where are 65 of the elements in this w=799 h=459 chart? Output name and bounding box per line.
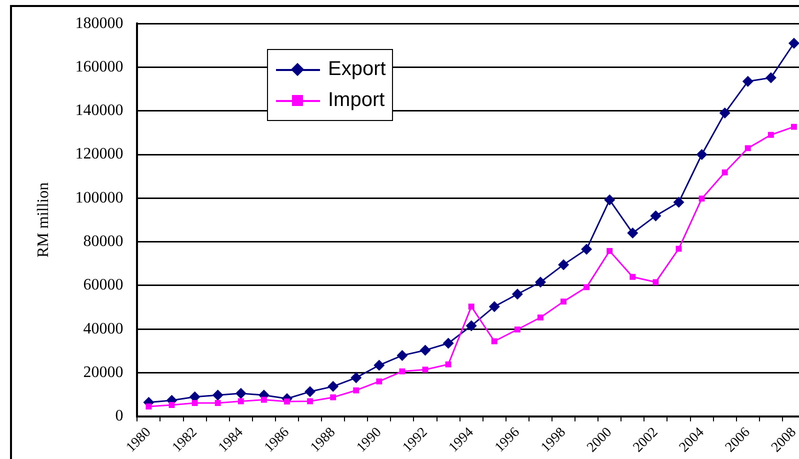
point <box>630 274 636 280</box>
point <box>374 360 385 371</box>
point <box>238 398 244 404</box>
point <box>742 76 754 87</box>
y-axis-title: RM million <box>34 182 52 258</box>
legend-label: Export <box>328 58 386 81</box>
point <box>652 279 659 286</box>
point <box>673 196 684 208</box>
point <box>788 38 799 49</box>
y-tick-label: 120000 <box>75 146 124 163</box>
point <box>606 248 613 254</box>
point <box>468 304 474 310</box>
point <box>627 228 638 239</box>
point <box>744 145 751 152</box>
y-tick-label: 20000 <box>83 364 124 381</box>
point <box>353 387 360 394</box>
point <box>698 196 705 202</box>
point <box>512 288 523 300</box>
point <box>534 276 546 288</box>
point <box>445 361 452 368</box>
point <box>442 338 454 349</box>
point <box>514 326 520 332</box>
point <box>328 380 339 392</box>
point <box>399 368 406 374</box>
y-tick-label: 180000 <box>75 14 124 32</box>
y-tick-label: 160000 <box>75 58 124 76</box>
point <box>422 366 428 373</box>
point <box>696 149 708 160</box>
point <box>284 398 290 404</box>
point <box>330 394 336 400</box>
point <box>722 169 728 176</box>
point <box>168 402 175 408</box>
legend-label: Import <box>328 89 385 112</box>
point <box>558 259 570 270</box>
point <box>396 350 408 361</box>
y-tick-label: 80000 <box>83 232 124 250</box>
y-tick-label: 60000 <box>83 276 124 294</box>
y-tick-label: 0 <box>115 408 124 425</box>
point <box>235 388 246 399</box>
point <box>376 378 382 384</box>
point <box>560 298 566 305</box>
point <box>650 210 662 222</box>
point <box>350 372 362 384</box>
point <box>146 404 152 410</box>
point <box>260 396 267 403</box>
y-tick-label: 40000 <box>83 320 124 338</box>
y-tick-label: 140000 <box>75 102 124 120</box>
point <box>765 72 776 84</box>
point <box>538 314 544 320</box>
point <box>584 284 590 290</box>
point <box>212 390 224 401</box>
point <box>581 244 592 255</box>
point <box>491 338 498 344</box>
point <box>791 124 797 130</box>
point <box>604 194 616 206</box>
point <box>768 132 774 138</box>
point <box>719 108 730 119</box>
point <box>214 400 221 406</box>
point <box>466 320 477 332</box>
point <box>488 301 500 312</box>
point <box>307 398 314 404</box>
point <box>304 386 316 398</box>
point <box>192 400 198 406</box>
point <box>420 344 431 356</box>
y-tick-label: 100000 <box>75 189 124 206</box>
